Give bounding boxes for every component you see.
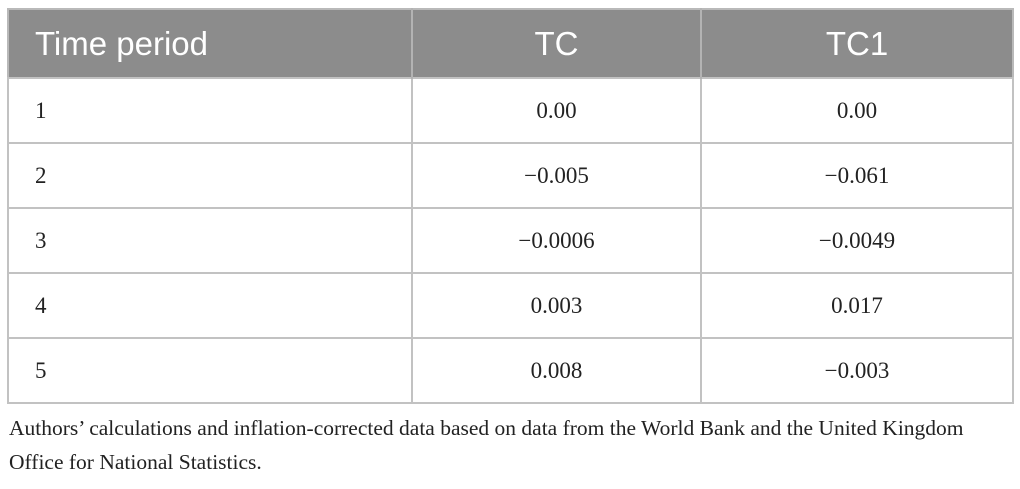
cell-tc: 0.003 <box>411 272 702 339</box>
cell-tc: 0.008 <box>411 337 702 404</box>
cell-tc1: 0.017 <box>700 272 1014 339</box>
header-tc1: TC1 <box>701 9 1013 78</box>
header-tc: TC <box>412 9 702 78</box>
cell-tc: 0.00 <box>411 77 702 144</box>
table-body: 1 0.00 0.00 2 −0.005 −0.061 3 −0.0006 −0… <box>7 77 1014 404</box>
cell-time-period: 4 <box>7 272 413 339</box>
cell-time-period: 5 <box>7 337 413 404</box>
table-row: 4 0.003 0.017 <box>7 272 1014 339</box>
table-row: 1 0.00 0.00 <box>7 77 1014 144</box>
table-header: Time period TC TC1 <box>8 9 1013 78</box>
table-footnote: Authors’ calculations and inflation-corr… <box>9 416 964 474</box>
cell-tc1: −0.0049 <box>700 207 1014 274</box>
data-table-container: Time period TC TC1 1 0.00 0.00 2 −0.005 … <box>7 8 1014 404</box>
cell-tc1: −0.003 <box>700 337 1014 404</box>
cell-tc1: −0.061 <box>700 142 1014 209</box>
header-row: Time period TC TC1 <box>8 9 1013 78</box>
cell-tc: −0.005 <box>411 142 702 209</box>
table-row: 5 0.008 −0.003 <box>7 337 1014 404</box>
cell-tc: −0.0006 <box>411 207 702 274</box>
cell-time-period: 1 <box>7 77 413 144</box>
table-row: 2 −0.005 −0.061 <box>7 142 1014 209</box>
header-time-period: Time period <box>8 9 413 78</box>
cell-time-period: 3 <box>7 207 413 274</box>
cell-time-period: 2 <box>7 142 413 209</box>
cell-tc1: 0.00 <box>700 77 1014 144</box>
table-row: 3 −0.0006 −0.0049 <box>7 207 1014 274</box>
data-table: Time period TC TC1 1 0.00 0.00 2 −0.005 … <box>7 8 1014 404</box>
